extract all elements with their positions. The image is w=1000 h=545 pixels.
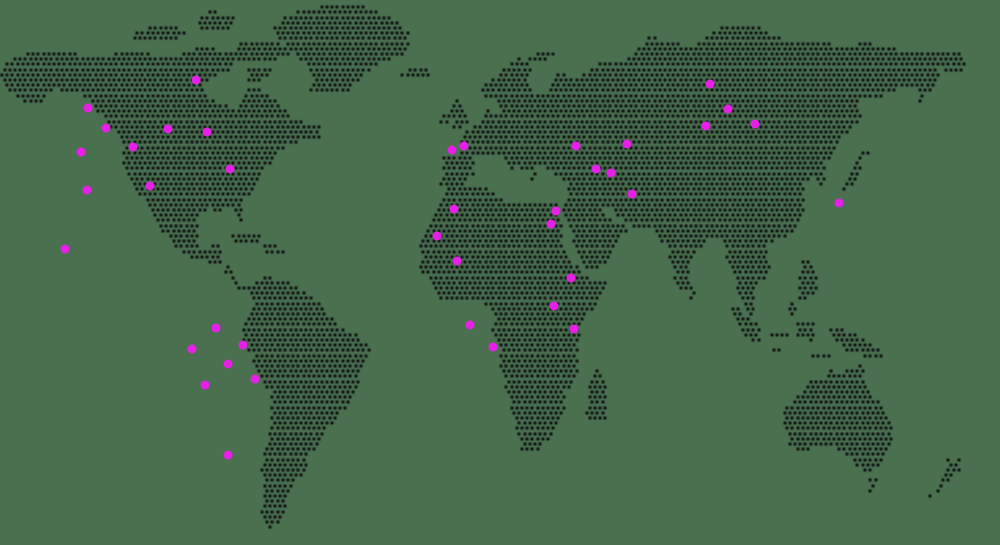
marker-eu-03[interactable] [449,204,459,214]
marker-af-06[interactable] [549,301,559,311]
marker-sa-02[interactable] [187,344,197,354]
marker-na-01[interactable] [83,103,93,113]
marker-na-05[interactable] [82,185,92,195]
marker-af-03[interactable] [465,320,475,330]
marker-ru-08[interactable] [750,119,760,129]
marker-na-08[interactable] [163,124,173,134]
marker-na-06[interactable] [145,181,155,191]
marker-sa-07[interactable] [223,450,233,460]
marker-na-11[interactable] [191,75,201,85]
marker-ru-06[interactable] [723,104,733,114]
marker-sa-01[interactable] [211,323,221,333]
marker-af-01[interactable] [432,231,442,241]
marker-na-04[interactable] [128,142,138,152]
marker-na-09[interactable] [202,127,212,137]
marker-ru-02[interactable] [622,139,632,149]
marker-af-05[interactable] [566,273,576,283]
marker-na-07[interactable] [60,244,70,254]
marker-eu-01[interactable] [447,145,457,155]
marker-na-10[interactable] [225,164,235,174]
marker-af-04[interactable] [488,342,498,352]
marker-sa-05[interactable] [200,380,210,390]
marker-af-07[interactable] [569,324,579,334]
marker-me-01[interactable] [551,206,561,216]
marker-ru-04[interactable] [606,168,616,178]
marker-ru-05[interactable] [705,79,715,89]
marker-me-02[interactable] [546,219,556,229]
marker-as-01[interactable] [834,198,844,208]
marker-sa-06[interactable] [250,374,260,384]
marker-na-03[interactable] [76,147,86,157]
marker-ru-07[interactable] [701,121,711,131]
marker-me-03[interactable] [627,189,637,199]
marker-na-02[interactable] [101,123,111,133]
marker-ru-03[interactable] [591,164,601,174]
marker-sa-03[interactable] [238,340,248,350]
marker-af-02[interactable] [452,256,462,266]
marker-sa-04[interactable] [223,359,233,369]
marker-ru-01[interactable] [571,141,581,151]
marker-eu-02[interactable] [459,141,469,151]
